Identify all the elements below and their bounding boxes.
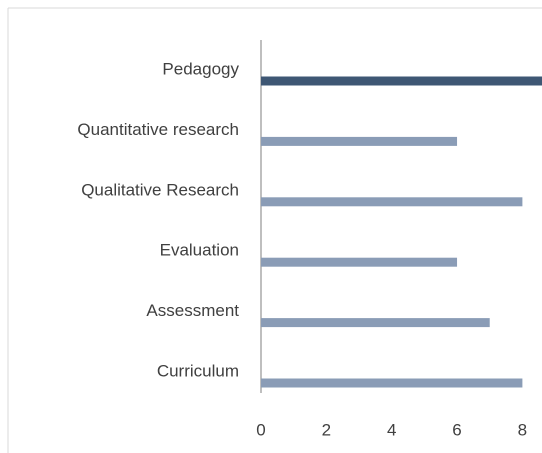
y-tick-label: Pedagogy <box>162 59 239 78</box>
x-tick-label: 0 <box>256 420 265 439</box>
x-tick-label: 2 <box>322 420 331 439</box>
bar <box>261 257 458 267</box>
x-tick-label: 8 <box>518 420 527 439</box>
bar <box>261 318 490 328</box>
bar <box>261 136 458 146</box>
bar <box>261 197 523 207</box>
x-tick-label: 6 <box>452 420 461 439</box>
x-tick-label: 4 <box>387 420 396 439</box>
bar <box>261 378 523 388</box>
y-tick-label: Evaluation <box>160 241 239 260</box>
y-tick-label: Qualitative Research <box>81 180 239 199</box>
y-tick-label: Quantitative research <box>77 120 239 139</box>
y-tick-label: Curriculum <box>157 361 239 380</box>
y-tick-label: Assessment <box>146 301 239 320</box>
bar <box>261 76 542 86</box>
